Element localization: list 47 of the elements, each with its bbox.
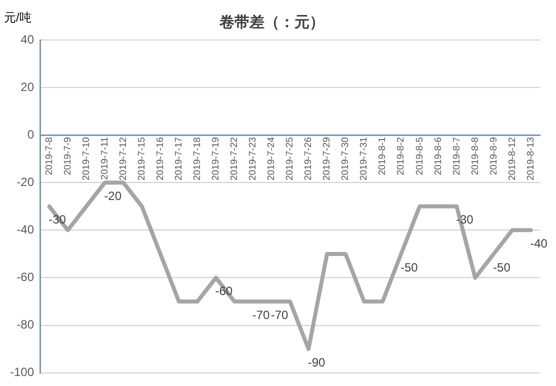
x-tick-label: 2019-7-16: [155, 137, 166, 180]
x-tick-label: 2019-8-5: [414, 137, 426, 176]
data-label: -50: [493, 260, 511, 274]
x-tick-label: 2019-8-13: [525, 137, 536, 180]
data-label: -70: [270, 308, 288, 322]
x-tick-label: 2019-8-9: [488, 137, 500, 176]
y-axis-title: 元/吨: [4, 10, 32, 24]
x-tick-label: 2019-8-6: [432, 137, 444, 176]
x-tick-label: 2019-8-1: [377, 137, 388, 176]
data-label: -20: [104, 188, 122, 203]
x-tick-label: 2019-7-23: [248, 137, 259, 180]
data-label: -50: [400, 260, 418, 274]
y-tick-label: -80: [16, 318, 34, 332]
x-tick-label: 2019-7-22: [229, 137, 240, 180]
x-tick-label: 2019-8-8: [470, 137, 481, 176]
data-label: -70: [252, 308, 270, 322]
x-tick-label: 2019-7-17: [174, 137, 185, 180]
x-tick-label: 2019-7-29: [322, 137, 333, 180]
x-tick-label: 2019-7-9: [62, 137, 74, 176]
y-tick-label: -60: [16, 270, 34, 284]
x-tick-label: 2019-7-12: [118, 137, 129, 180]
y-tick-label: 40: [20, 32, 34, 46]
x-tick-label: 2019-7-24: [266, 137, 278, 180]
x-tick-label: 2019-8-12: [506, 137, 518, 180]
x-tick-label: 2019-7-31: [358, 137, 370, 180]
data-label: -90: [308, 355, 326, 370]
y-tick-label: -20: [16, 174, 34, 189]
data-label: -60: [215, 284, 233, 298]
x-tick-label: 2019-7-18: [192, 137, 204, 180]
data-label: -40: [530, 236, 548, 250]
x-tick-label: 2019-7-10: [80, 137, 92, 180]
y-tick-label: -100: [10, 365, 34, 380]
x-tick-label: 2019-7-26: [303, 137, 314, 180]
data-label: -30: [48, 212, 66, 227]
x-tick-label: 2019-7-11: [99, 137, 110, 180]
x-tick-label: 2019-7-30: [340, 137, 352, 180]
y-tick-label: -40: [16, 222, 34, 236]
y-tick-label: 20: [20, 80, 34, 94]
x-tick-label: 2019-7-25: [284, 137, 296, 180]
data-label: -30: [456, 212, 474, 227]
x-tick-label: 2019-8-2: [396, 137, 407, 176]
x-tick-label: 2019-7-15: [136, 137, 148, 180]
x-tick-label: 2019-7-19: [210, 137, 222, 180]
x-tick-label: 2019-8-7: [451, 137, 462, 176]
y-tick-label: 0: [27, 127, 34, 142]
x-tick-label: 2019-7-8: [44, 137, 55, 176]
chart-title: 卷带差（：元）: [218, 14, 324, 32]
